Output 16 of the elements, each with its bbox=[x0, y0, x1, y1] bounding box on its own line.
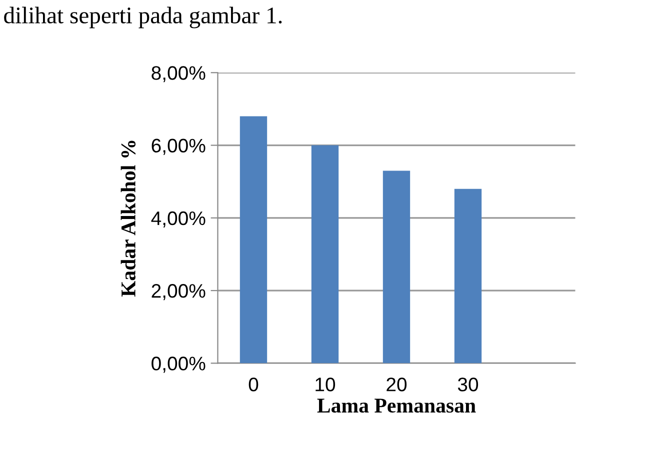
bar bbox=[311, 145, 339, 364]
x-axis-title: Lama Pemanasan bbox=[317, 398, 476, 413]
y-tick-label: 8,00% bbox=[152, 66, 206, 82]
bar bbox=[240, 116, 268, 364]
y-tick-label: 6,00% bbox=[152, 138, 206, 155]
text: dilihat seperti pada gambar 1. bbox=[4, 6, 282, 28]
x-tick-label: 30 bbox=[458, 378, 478, 392]
y-tick-label: 4,00% bbox=[151, 211, 206, 228]
y-tick-label: 0,00% bbox=[152, 356, 206, 373]
bar bbox=[454, 188, 482, 364]
bar bbox=[382, 170, 410, 364]
x-tick-label: 10 bbox=[316, 378, 336, 392]
x-tick-label: 20 bbox=[386, 378, 407, 392]
y-tick-label: 2,00% bbox=[152, 284, 206, 300]
x-tick-label: 0 bbox=[248, 378, 258, 392]
y-axis-title: Kadar Alkohol % bbox=[120, 140, 136, 297]
